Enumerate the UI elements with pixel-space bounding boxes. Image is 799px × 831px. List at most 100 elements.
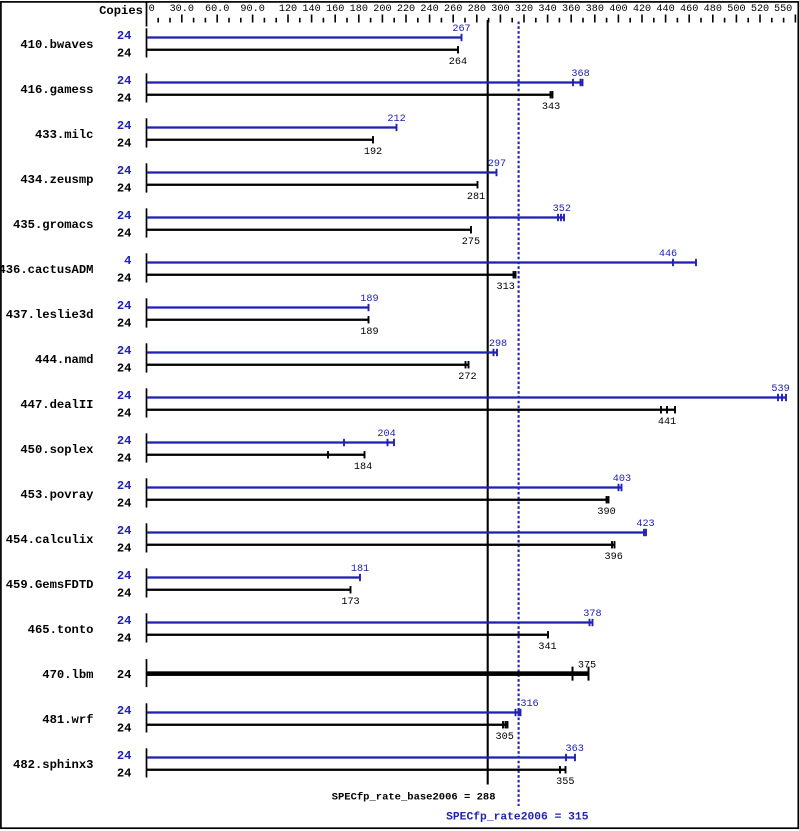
svg-text:481.wrf: 481.wrf	[42, 713, 93, 727]
svg-text:316: 316	[520, 699, 538, 710]
svg-text:24: 24	[117, 299, 132, 313]
svg-text:24: 24	[117, 722, 132, 736]
svg-text:24: 24	[117, 272, 132, 286]
svg-text:0: 0	[149, 4, 155, 15]
svg-text:90.0: 90.0	[240, 4, 264, 15]
svg-text:24: 24	[117, 137, 132, 151]
svg-text:180: 180	[350, 4, 368, 15]
svg-text:24: 24	[117, 317, 132, 331]
svg-text:24: 24	[117, 767, 132, 781]
svg-text:24: 24	[117, 704, 132, 718]
svg-text:297: 297	[488, 159, 506, 170]
svg-text:500: 500	[727, 4, 745, 15]
svg-text:450.soplex: 450.soplex	[20, 443, 94, 457]
svg-text:24: 24	[117, 542, 132, 556]
svg-text:Copies: Copies	[99, 4, 143, 18]
svg-text:173: 173	[341, 597, 359, 608]
svg-text:24: 24	[117, 119, 132, 133]
svg-text:281: 281	[467, 192, 485, 203]
svg-text:30.0: 30.0	[170, 4, 194, 15]
svg-text:181: 181	[351, 564, 369, 575]
svg-text:446: 446	[659, 249, 677, 260]
svg-text:24: 24	[117, 749, 132, 763]
svg-text:24: 24	[117, 164, 132, 178]
svg-text:24: 24	[117, 92, 132, 106]
svg-text:441: 441	[658, 417, 676, 428]
svg-text:24: 24	[117, 452, 132, 466]
svg-text:454.calculix: 454.calculix	[6, 533, 94, 547]
svg-text:275: 275	[462, 237, 480, 248]
svg-text:434.zeusmp: 434.zeusmp	[20, 173, 93, 187]
svg-text:459.GemsFDTD: 459.GemsFDTD	[6, 578, 94, 592]
svg-text:24: 24	[117, 497, 132, 511]
svg-text:482.sphinx3: 482.sphinx3	[13, 758, 93, 772]
svg-text:341: 341	[538, 642, 556, 653]
svg-text:264: 264	[449, 57, 467, 68]
svg-text:340: 340	[538, 4, 556, 15]
svg-text:460: 460	[680, 4, 698, 15]
svg-text:60.0: 60.0	[205, 4, 229, 15]
svg-text:240: 240	[420, 4, 438, 15]
svg-text:396: 396	[605, 552, 623, 563]
svg-text:410.bwaves: 410.bwaves	[20, 38, 93, 52]
svg-text:267: 267	[452, 24, 470, 35]
svg-text:368: 368	[571, 69, 589, 80]
svg-text:433.milc: 433.milc	[35, 128, 94, 142]
svg-text:280: 280	[468, 4, 486, 15]
svg-text:24: 24	[117, 389, 132, 403]
svg-text:200: 200	[373, 4, 391, 15]
svg-text:189: 189	[360, 327, 378, 338]
svg-text:400: 400	[609, 4, 627, 15]
svg-text:184: 184	[354, 462, 372, 473]
svg-text:260: 260	[444, 4, 462, 15]
svg-text:440: 440	[656, 4, 674, 15]
svg-text:4: 4	[124, 254, 131, 268]
svg-text:24: 24	[117, 479, 132, 493]
svg-text:24: 24	[117, 362, 132, 376]
svg-text:24: 24	[117, 227, 132, 241]
svg-text:189: 189	[360, 294, 378, 305]
svg-text:520: 520	[751, 4, 769, 15]
svg-text:SPECfp_rate2006 = 315: SPECfp_rate2006 = 315	[446, 812, 589, 824]
svg-text:480: 480	[704, 4, 722, 15]
svg-text:416.gamess: 416.gamess	[20, 83, 93, 97]
svg-text:343: 343	[542, 102, 560, 113]
svg-text:298: 298	[489, 339, 507, 350]
svg-text:300: 300	[491, 4, 509, 15]
svg-text:420: 420	[633, 4, 651, 15]
svg-text:SPECfp_rate_base2006 = 288: SPECfp_rate_base2006 = 288	[332, 792, 496, 804]
svg-text:24: 24	[117, 344, 132, 358]
svg-text:192: 192	[364, 147, 382, 158]
svg-text:380: 380	[586, 4, 604, 15]
svg-text:24: 24	[117, 587, 132, 601]
svg-text:470.lbm: 470.lbm	[42, 668, 93, 682]
svg-text:24: 24	[117, 47, 132, 61]
svg-text:363: 363	[566, 744, 584, 755]
svg-text:447.dealII: 447.dealII	[20, 398, 93, 412]
svg-text:212: 212	[387, 114, 405, 125]
svg-text:160: 160	[326, 4, 344, 15]
svg-text:355: 355	[556, 777, 574, 788]
svg-text:272: 272	[458, 372, 476, 383]
svg-text:444.namd: 444.namd	[35, 353, 94, 367]
svg-text:435.gromacs: 435.gromacs	[13, 218, 93, 232]
svg-text:140: 140	[302, 4, 320, 15]
svg-text:437.leslie3d: 437.leslie3d	[6, 308, 94, 322]
svg-text:24: 24	[117, 407, 132, 421]
svg-text:423: 423	[636, 519, 654, 530]
svg-text:378: 378	[583, 609, 601, 620]
svg-text:24: 24	[117, 209, 132, 223]
svg-text:24: 24	[117, 182, 132, 196]
svg-text:313: 313	[497, 282, 515, 293]
svg-text:120: 120	[279, 4, 297, 15]
svg-text:24: 24	[117, 29, 132, 43]
svg-text:453.povray: 453.povray	[20, 488, 94, 502]
svg-text:539: 539	[771, 384, 789, 395]
svg-text:550: 550	[774, 4, 792, 15]
svg-text:352: 352	[553, 204, 571, 215]
svg-text:305: 305	[496, 732, 514, 743]
svg-text:204: 204	[377, 429, 395, 440]
svg-text:24: 24	[117, 632, 132, 646]
svg-text:24: 24	[117, 668, 132, 682]
svg-text:24: 24	[117, 434, 132, 448]
